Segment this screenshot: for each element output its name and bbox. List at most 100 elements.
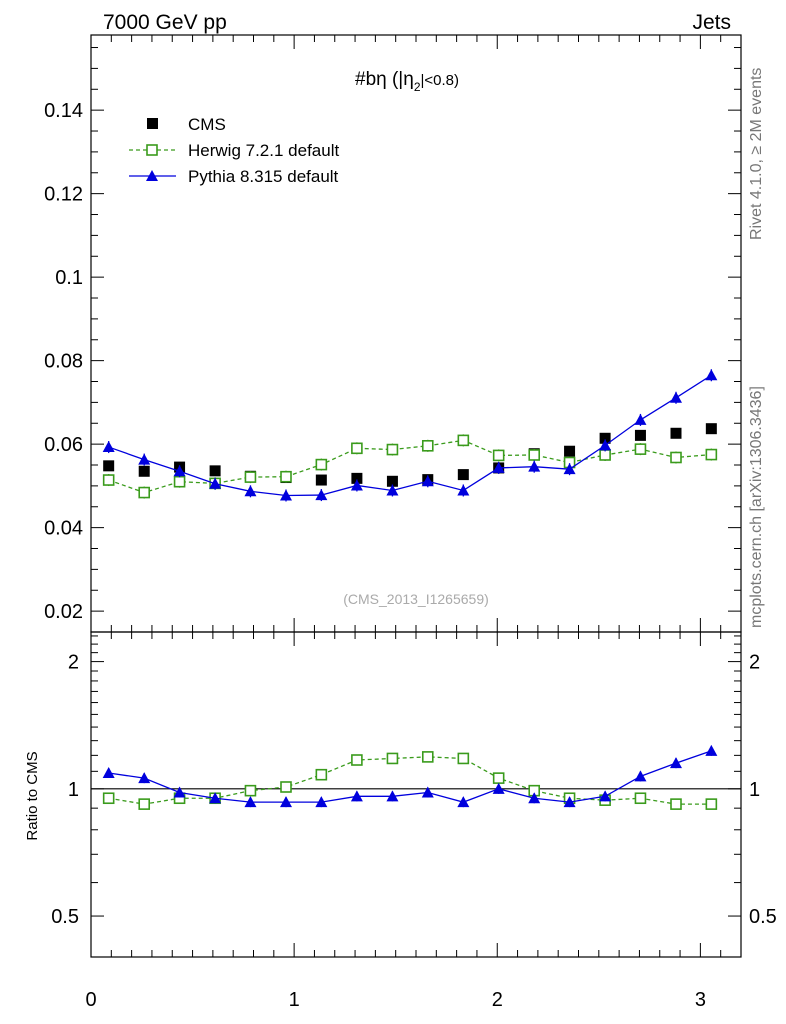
pythia-point <box>492 782 505 794</box>
herwig-point <box>705 448 718 461</box>
pythia-point <box>280 796 292 808</box>
herwig-point <box>634 443 647 455</box>
series-line-1 <box>108 439 712 494</box>
herwig-point <box>315 768 328 781</box>
pythia-point <box>386 790 399 802</box>
cms-point <box>351 472 363 484</box>
header-left: 7000 GeV pp <box>103 11 227 34</box>
herwig-point <box>351 442 363 455</box>
mcplots-label: mcplots.cern.ch [arXiv:1306.3436] <box>748 386 765 628</box>
herwig-point <box>457 752 470 765</box>
herwig-point <box>492 449 505 462</box>
pythia-point <box>280 489 292 501</box>
cms-point <box>599 432 611 444</box>
herwig-point <box>244 784 257 797</box>
pythia-point <box>492 461 505 473</box>
x-tick-label: 3 <box>695 989 706 1011</box>
ratio-tick-label: 2 <box>68 652 79 674</box>
y-tick-label: 0.12 <box>44 184 83 206</box>
axes: 0.02 0.04 0.06 0.08 0.1 0.12 0.14 0 1 2 3 0.5 0.5 1 1 2… <box>44 35 777 1011</box>
x-tick-label: 1 <box>289 989 300 1011</box>
herwig-point <box>386 752 399 765</box>
pythia-point <box>244 796 257 808</box>
pythia-point <box>634 413 647 425</box>
legend-pythia-marker <box>146 170 158 181</box>
herwig-point <box>138 486 151 499</box>
pythia-point <box>138 772 151 784</box>
data-marks <box>102 369 718 810</box>
herwig-point <box>670 451 682 464</box>
herwig-point <box>173 475 186 488</box>
pythia-point <box>173 465 186 477</box>
ratio-tick-label: 0.5 <box>51 906 79 928</box>
pythia-point <box>209 477 222 489</box>
y-tick-label: 0.06 <box>44 434 83 456</box>
cms-point <box>564 445 576 457</box>
herwig-point <box>138 798 151 810</box>
herwig-point <box>492 772 505 784</box>
pythia-point <box>421 475 434 487</box>
legend-cms-label: CMS <box>188 115 226 134</box>
herwig-point <box>670 798 682 810</box>
herwig-point <box>634 792 647 805</box>
y-tick-label: 0.14 <box>44 100 83 122</box>
ratio-tick-label: 1 <box>68 779 79 801</box>
y-tick-label: 0.1 <box>55 267 83 289</box>
herwig-point <box>280 781 292 793</box>
cms-point <box>103 460 115 472</box>
herwig-point <box>528 449 541 461</box>
pythia-point <box>563 463 576 475</box>
pythia-point <box>350 479 363 491</box>
legend-herwig-label: Herwig 7.2.1 default <box>188 141 339 160</box>
pythia-point <box>421 786 434 798</box>
pythia-point <box>705 369 718 381</box>
ratio-axis-label: Ratio to CMS <box>24 751 41 840</box>
legend: CMS Herwig 7.2.1 default Pythia 8.315 de… <box>129 115 339 186</box>
cms-point <box>457 469 469 481</box>
herwig-point <box>599 449 611 461</box>
y-tick-label: 0.02 <box>44 601 83 623</box>
pythia-point <box>599 790 612 802</box>
pythia-point <box>386 484 399 496</box>
pythia-point <box>457 796 470 808</box>
pythia-point <box>102 767 115 779</box>
cms-point <box>315 474 327 486</box>
pythia-point <box>315 796 328 808</box>
legend-herwig-marker <box>146 144 158 156</box>
legend-pythia-label: Pythia 8.315 default <box>188 167 339 186</box>
herwig-point <box>102 792 115 805</box>
cms-point <box>705 423 717 435</box>
header-right: Jets <box>692 11 731 34</box>
analysis-watermark: (CMS_2013_I1265659) <box>343 591 489 607</box>
pythia-point <box>528 460 541 472</box>
pythia-point <box>244 485 257 497</box>
pythia-point <box>670 391 682 403</box>
pythia-point <box>350 790 363 802</box>
pythia-point <box>173 786 186 798</box>
pythia-point <box>528 792 541 804</box>
series-line-1 <box>108 756 712 805</box>
pythia-point <box>634 770 647 782</box>
y-tick-label: 0.04 <box>44 518 83 540</box>
pythia-point <box>102 441 115 453</box>
cms-point <box>138 465 150 477</box>
cms-point <box>634 429 646 441</box>
ratio-tick-label-right: 0.5 <box>749 906 777 928</box>
herwig-point <box>421 751 434 763</box>
herwig-point <box>244 471 257 483</box>
herwig-point <box>102 474 115 486</box>
herwig-point <box>705 798 718 810</box>
pythia-point <box>138 453 151 465</box>
herwig-point <box>421 440 434 452</box>
pythia-point <box>670 757 682 769</box>
y-tick-label: 0.08 <box>44 351 83 373</box>
pythia-point <box>705 744 718 756</box>
herwig-point <box>280 470 292 483</box>
herwig-point <box>351 754 363 766</box>
legend-cms-marker <box>147 118 158 129</box>
cms-point <box>670 427 682 439</box>
ratio-tick-label-right: 2 <box>749 652 760 674</box>
pythia-point <box>599 439 612 451</box>
herwig-point <box>386 443 399 456</box>
